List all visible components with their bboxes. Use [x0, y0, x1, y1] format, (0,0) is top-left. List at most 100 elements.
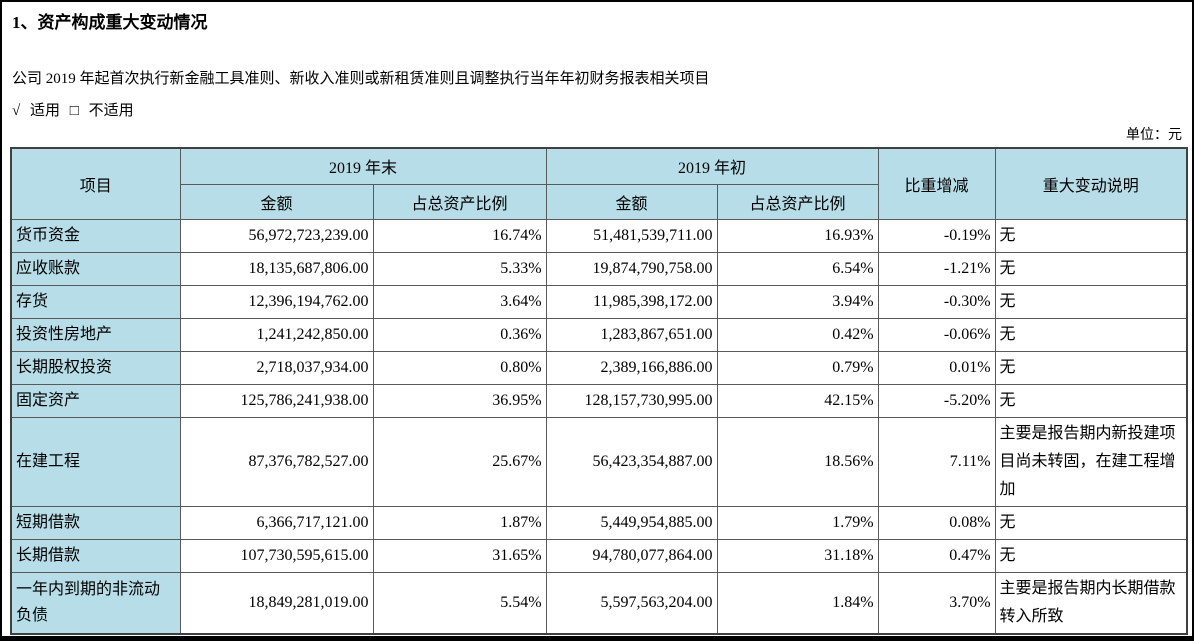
- page-title: 1、资产构成重大变动情况: [12, 13, 208, 32]
- item-cell: 在建工程: [10, 416, 181, 507]
- header-item: 项目: [10, 147, 181, 220]
- end-ratio-cell: 1.87%: [372, 505, 547, 540]
- begin-amount-cell: 56,423,354,887.00: [545, 416, 718, 507]
- change-cell: 0.47%: [877, 538, 996, 573]
- end-ratio-cell: 36.95%: [372, 383, 547, 418]
- item-cell: 投资性房地产: [10, 317, 181, 352]
- table-row: 在建工程 87,376,782,527.00 25.67% 56,423,354…: [10, 416, 1188, 507]
- note-cell: 无: [994, 218, 1188, 253]
- unit-label: 单位：元: [1126, 128, 1182, 143]
- note-cell: 主要是报告期内新投建项目尚未转固，在建工程增加: [994, 416, 1188, 507]
- note-cell: 无: [994, 317, 1188, 352]
- intro-text: 公司 2019 年起首次执行新金融工具准则、新收入准则或新租赁准则且调整执行当年…: [12, 71, 710, 87]
- end-ratio-cell: 5.54%: [372, 571, 547, 634]
- end-ratio-cell: 5.33%: [372, 251, 547, 286]
- begin-ratio-cell: 3.94%: [716, 284, 879, 319]
- header-begin-ratio: 占总资产比例: [716, 183, 879, 220]
- end-ratio-cell: 3.64%: [372, 284, 547, 319]
- end-ratio-cell: 16.74%: [372, 218, 547, 253]
- begin-amount-cell: 128,157,730,995.00: [545, 383, 718, 418]
- begin-ratio-cell: 0.79%: [716, 350, 879, 385]
- item-cell: 长期股权投资: [10, 350, 181, 385]
- end-amount-cell: 1,241,242,850.00: [179, 317, 374, 352]
- applicable-label: 适用: [29, 103, 60, 119]
- item-cell: 短期借款: [10, 505, 181, 540]
- header-note: 重大变动说明: [994, 147, 1188, 220]
- header-end-amount: 金额: [179, 183, 374, 220]
- begin-ratio-cell: 6.54%: [716, 251, 879, 286]
- table-row: 货币资金 56,972,723,239.00 16.74% 51,481,539…: [10, 218, 1188, 253]
- note-cell: 无: [994, 383, 1188, 418]
- note-cell: 无: [994, 284, 1188, 319]
- change-cell: -0.06%: [877, 317, 996, 352]
- end-amount-cell: 6,366,717,121.00: [179, 505, 374, 540]
- table-row: 一年内到期的非流动负债 18,849,281,019.00 5.54% 5,59…: [10, 571, 1188, 634]
- table-row: 固定资产 125,786,241,938.00 36.95% 128,157,7…: [10, 383, 1188, 418]
- end-ratio-cell: 25.67%: [372, 416, 547, 507]
- begin-ratio-cell: 42.15%: [716, 383, 879, 418]
- applicable-line: √ 适用 □ 不适用: [12, 101, 1184, 121]
- end-ratio-cell: 0.80%: [372, 350, 547, 385]
- header-begin-2019: 2019 年初: [545, 147, 879, 185]
- begin-amount-cell: 5,597,563,204.00: [545, 571, 718, 634]
- end-amount-cell: 56,972,723,239.00: [179, 218, 374, 253]
- end-ratio-cell: 31.65%: [372, 538, 547, 573]
- end-amount-cell: 87,376,782,527.00: [179, 416, 374, 507]
- header-end-2019: 2019 年末: [179, 147, 547, 185]
- header-begin-amount: 金额: [545, 183, 718, 220]
- begin-amount-cell: 1,283,867,651.00: [545, 317, 718, 352]
- header-end-ratio: 占总资产比例: [372, 183, 547, 220]
- begin-ratio-cell: 0.42%: [716, 317, 879, 352]
- item-cell: 应收账款: [10, 251, 181, 286]
- header-row-sub: 金额 占总资产比例 金额 占总资产比例: [11, 183, 1187, 220]
- not-applicable-label: 不适用: [88, 103, 134, 119]
- begin-ratio-cell: 18.56%: [716, 416, 879, 507]
- check-mark-icon: √: [12, 103, 21, 119]
- end-amount-cell: 125,786,241,938.00: [179, 383, 374, 418]
- item-cell: 长期借款: [10, 538, 181, 573]
- end-amount-cell: 12,396,194,762.00: [179, 284, 374, 319]
- begin-ratio-cell: 1.84%: [716, 571, 879, 634]
- item-cell: 一年内到期的非流动负债: [10, 571, 181, 634]
- change-cell: 7.11%: [877, 416, 996, 507]
- header-change: 比重增减: [877, 147, 996, 220]
- end-ratio-cell: 0.36%: [372, 317, 547, 352]
- item-cell: 固定资产: [10, 383, 181, 418]
- table-row: 短期借款 6,366,717,121.00 1.87% 5,449,954,88…: [10, 505, 1188, 540]
- begin-amount-cell: 19,874,790,758.00: [545, 251, 718, 286]
- table-body: 货币资金 56,972,723,239.00 16.74% 51,481,539…: [10, 218, 1188, 634]
- begin-ratio-cell: 1.79%: [716, 505, 879, 540]
- end-amount-cell: 18,849,281,019.00: [179, 571, 374, 634]
- table-row: 存货 12,396,194,762.00 3.64% 11,985,398,17…: [10, 284, 1188, 319]
- change-cell: 0.08%: [877, 505, 996, 540]
- item-cell: 货币资金: [10, 218, 181, 253]
- change-cell: -1.21%: [877, 251, 996, 286]
- begin-amount-cell: 5,449,954,885.00: [545, 505, 718, 540]
- change-cell: -5.20%: [877, 383, 996, 418]
- begin-amount-cell: 94,780,077,864.00: [545, 538, 718, 573]
- end-amount-cell: 18,135,687,806.00: [179, 251, 374, 286]
- begin-ratio-cell: 16.93%: [716, 218, 879, 253]
- note-cell: 无: [994, 251, 1188, 286]
- change-cell: 3.70%: [877, 571, 996, 634]
- change-cell: 0.01%: [877, 350, 996, 385]
- table-header: 项目 2019 年末 2019 年初 比重增减 重大变动说明 金额 占总资产比例…: [10, 147, 1188, 220]
- change-cell: -0.30%: [877, 284, 996, 319]
- begin-amount-cell: 2,389,166,886.00: [545, 350, 718, 385]
- asset-composition-table: 项目 2019 年末 2019 年初 比重增减 重大变动说明 金额 占总资产比例…: [10, 147, 1188, 635]
- end-amount-cell: 107,730,595,615.00: [179, 538, 374, 573]
- note-cell: 无: [994, 538, 1188, 573]
- header-row-groups: 项目 2019 年末 2019 年初 比重增减 重大变动说明: [10, 147, 1188, 220]
- begin-ratio-cell: 31.18%: [716, 538, 879, 573]
- checkbox-icon: □: [69, 103, 79, 119]
- note-cell: 无: [994, 350, 1188, 385]
- note-cell: 主要是报告期内长期借款转入所致: [994, 571, 1188, 634]
- table-row: 长期股权投资 2,718,037,934.00 0.80% 2,389,166,…: [10, 350, 1188, 385]
- table-row: 长期借款 107,730,595,615.00 31.65% 94,780,07…: [10, 538, 1188, 573]
- change-cell: -0.19%: [877, 218, 996, 253]
- table-row: 应收账款 18,135,687,806.00 5.33% 19,874,790,…: [10, 251, 1188, 286]
- item-cell: 存货: [10, 284, 181, 319]
- end-amount-cell: 2,718,037,934.00: [179, 350, 374, 385]
- begin-amount-cell: 51,481,539,711.00: [545, 218, 718, 253]
